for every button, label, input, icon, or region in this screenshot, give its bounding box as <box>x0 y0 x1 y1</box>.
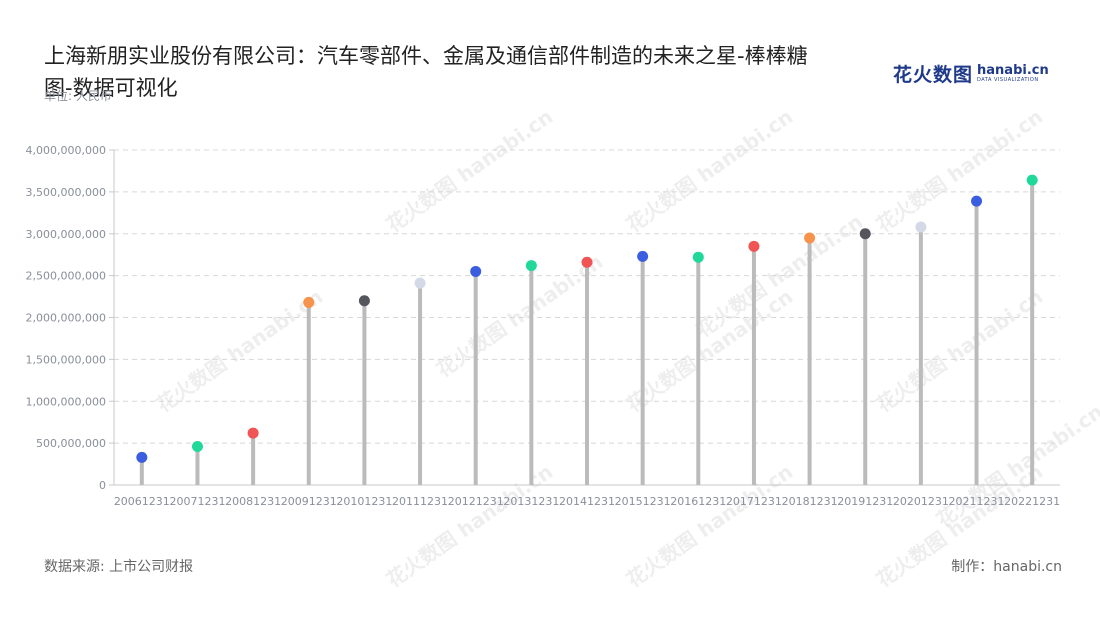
brand-logo[interactable]: 花火数图 hanabi.cn DATA VISUALIZATION <box>893 58 1049 88</box>
y-tick-label: 0 <box>99 479 106 492</box>
lollipop-dot[interactable] <box>1026 174 1038 186</box>
lollipop-marks <box>136 174 1038 485</box>
lollipop-dot[interactable] <box>303 296 315 308</box>
x-tick-label: 20071231 <box>169 495 225 508</box>
logo-cn-text: 花火数图 <box>893 63 974 86</box>
lollipop-dot[interactable] <box>358 295 370 307</box>
x-tick-label: 20211231 <box>949 495 1005 508</box>
x-tick-label: 20161231 <box>670 495 726 508</box>
y-tick-label: 3,000,000,000 <box>26 228 106 241</box>
x-tick-label: 20131231 <box>503 495 559 508</box>
y-tick-label: 2,500,000,000 <box>26 270 106 283</box>
lollipop-dot[interactable] <box>136 451 148 463</box>
logo-sub-text: DATA VISUALIZATION <box>977 76 1039 83</box>
y-tick-label: 500,000,000 <box>36 437 106 450</box>
chart-title: 上海新朋实业股份有限公司：汽车零部件、金属及通信部件制造的未来之星-棒棒糖图-数… <box>44 44 808 100</box>
x-tick-label: 20221231 <box>1004 495 1060 508</box>
x-tick-label: 20151231 <box>615 495 671 508</box>
x-tick-label: 20191231 <box>837 495 893 508</box>
lollipop-dot[interactable] <box>637 250 649 262</box>
lollipop-dot[interactable] <box>191 440 203 452</box>
x-tick-label: 20061231 <box>114 495 170 508</box>
credit-link[interactable]: 制作：hanabi.cn <box>951 559 1062 575</box>
x-tick-label: 20081231 <box>225 495 281 508</box>
x-tick-label: 20181231 <box>782 495 838 508</box>
lollipop-dot[interactable] <box>692 251 704 263</box>
logo-en-text: hanabi.cn <box>977 62 1049 78</box>
y-tick-label: 3,500,000,000 <box>26 186 106 199</box>
y-tick-label: 4,000,000,000 <box>26 144 106 157</box>
lollipop-dot[interactable] <box>247 427 259 439</box>
unit-label: 单位: 人民币 <box>44 89 112 103</box>
x-tick-label: 20111231 <box>392 495 448 508</box>
lollipop-dot[interactable] <box>525 260 537 272</box>
x-tick-label: 20101231 <box>336 495 392 508</box>
lollipop-dot[interactable] <box>915 221 927 233</box>
lollipop-dot[interactable] <box>581 256 593 268</box>
x-tick-label: 20201231 <box>893 495 949 508</box>
y-tick-label: 1,500,000,000 <box>26 353 106 366</box>
x-tick-label: 20171231 <box>726 495 782 508</box>
y-tick-label: 2,000,000,000 <box>26 312 106 325</box>
y-axis-ticks: 0 500,000,000 1,000,000,000 1,500,000,000 2,… <box>26 144 114 492</box>
y-tick-label: 1,000,000,000 <box>26 395 106 408</box>
lollipop-dot[interactable] <box>470 265 482 277</box>
lollipop-dot[interactable] <box>804 232 816 244</box>
lollipop-dot[interactable] <box>971 195 983 207</box>
x-tick-label: 20121231 <box>448 495 504 508</box>
lollipop-dot[interactable] <box>414 277 426 289</box>
x-tick-label: 20091231 <box>281 495 337 508</box>
data-source: 数据来源: 上市公司财报 <box>44 559 194 575</box>
x-tick-label: 20141231 <box>559 495 615 508</box>
lollipop-dot[interactable] <box>859 228 871 240</box>
lollipop-dot[interactable] <box>748 240 760 252</box>
